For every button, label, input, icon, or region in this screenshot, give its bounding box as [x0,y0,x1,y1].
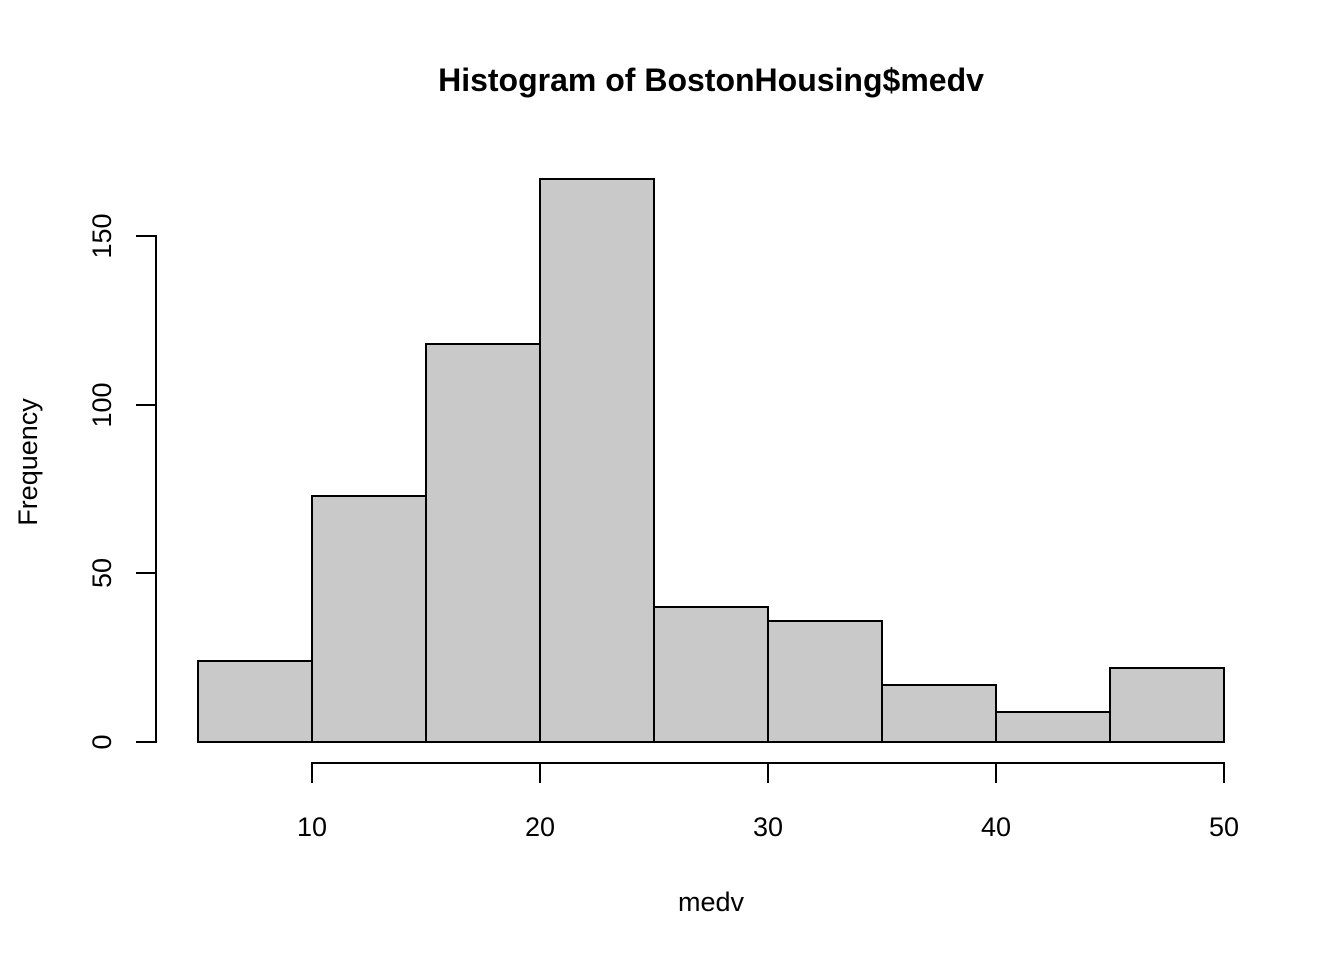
x-axis-tick-label: 30 [752,812,784,842]
histogram-bar [653,606,769,743]
x-axis-title: medv [677,887,745,917]
y-axis-tick-label: 100 [87,382,117,428]
x-axis-tick [767,763,769,783]
y-axis-tick [136,235,156,237]
y-axis-line [155,235,157,743]
x-axis-tick [311,763,313,783]
y-axis-tick-label: 150 [87,213,117,259]
histogram-bar [425,343,541,743]
x-axis-tick-label: 40 [980,812,1012,842]
histogram-bar [197,660,313,743]
histogram-bar [995,711,1111,743]
x-axis-tick-label: 50 [1208,812,1240,842]
y-axis-title: Frequency [13,398,43,526]
y-axis-tick [136,741,156,743]
x-axis-tick [539,763,541,783]
y-axis-tick [136,404,156,406]
y-axis-tick-label: 0 [87,734,117,750]
histogram-bar [311,495,427,743]
x-axis-tick [1223,763,1225,783]
histogram-bar [539,178,655,743]
histogram-bar [881,684,997,743]
histogram-bar [1109,667,1225,743]
x-axis-tick-label: 20 [524,812,556,842]
y-axis-tick-label: 50 [87,557,117,589]
x-axis-tick-label: 10 [296,812,328,842]
chart-title: Histogram of BostonHousing$medv [438,62,984,98]
y-axis-tick [136,572,156,574]
x-axis-tick [995,763,997,783]
histogram-bar [767,620,883,743]
